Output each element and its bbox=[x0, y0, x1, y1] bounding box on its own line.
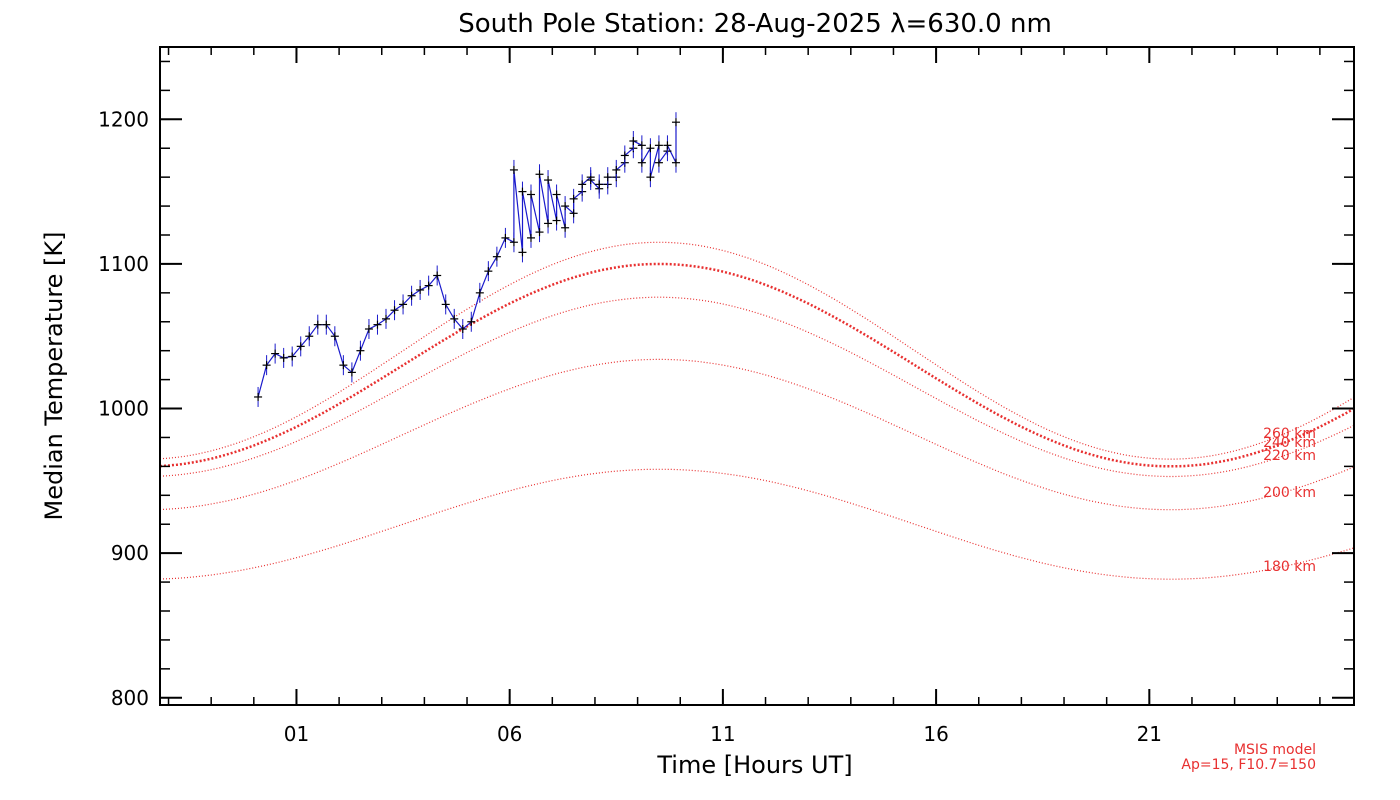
model-annotation-line2: Ap=15, F10.7=150 bbox=[1181, 757, 1316, 773]
model-curve bbox=[159, 241, 1355, 460]
model-curve bbox=[159, 358, 1355, 511]
y-tick-label: 1100 bbox=[98, 252, 149, 276]
model-curve bbox=[159, 262, 1355, 468]
y-tick-label: 900 bbox=[111, 541, 149, 565]
x-tick-label: 11 bbox=[710, 722, 735, 746]
y-tick-label: 1200 bbox=[98, 107, 149, 131]
series-line bbox=[257, 122, 677, 398]
data-series bbox=[254, 112, 680, 407]
y-axis-label: Median Temperature [K] bbox=[40, 231, 68, 520]
model-curve-label: 260 km bbox=[1263, 426, 1316, 442]
model-curve bbox=[159, 296, 1355, 478]
model-annotation-line1: MSIS model bbox=[1234, 742, 1316, 758]
model-curve-label: 240 km bbox=[1263, 435, 1316, 451]
chart-title: South Pole Station: 28-Aug-2025 λ=630.0 … bbox=[458, 9, 1052, 39]
model-curve bbox=[159, 468, 1355, 580]
x-axis: 01 06 11 16 21 bbox=[167, 47, 1321, 746]
plot-frame bbox=[159, 46, 1355, 706]
x-tick-label: 21 bbox=[1137, 722, 1162, 746]
x-tick-label: 06 bbox=[497, 722, 522, 746]
model-curve-label: 220 km bbox=[1263, 448, 1316, 464]
x-tick-label: 01 bbox=[284, 722, 309, 746]
x-axis-label: Time [Hours UT] bbox=[656, 751, 852, 779]
y-axis: 800 900 1000 1100 1200 bbox=[98, 60, 1354, 710]
y-tick-label: 1000 bbox=[98, 397, 149, 421]
model-curve-label: 180 km bbox=[1263, 559, 1316, 575]
x-tick-label: 16 bbox=[923, 722, 948, 746]
model-curve-label: 200 km bbox=[1263, 485, 1316, 501]
y-tick-label: 800 bbox=[111, 686, 149, 710]
